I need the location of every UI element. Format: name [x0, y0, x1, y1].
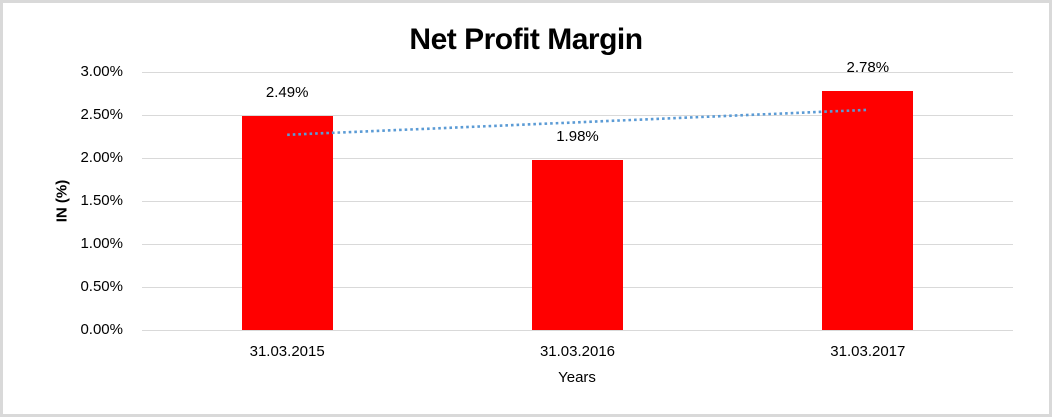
x-axis-title: Years	[558, 369, 596, 386]
x-tick-label: 31.03.2017	[830, 343, 906, 360]
gridline	[142, 71, 1013, 73]
bar-data-label: 2.49%	[265, 83, 309, 101]
y-tick-label: 2.00%	[80, 149, 123, 166]
gridline	[142, 329, 1013, 331]
bar-data-label: 2.78%	[846, 58, 890, 76]
bar	[822, 90, 914, 330]
y-tick-label: 1.50%	[80, 192, 123, 209]
y-tick-label: 3.00%	[80, 63, 123, 80]
y-tick-label: 0.00%	[80, 321, 123, 338]
x-tick-label: 31.03.2016	[539, 343, 616, 360]
y-tick-label: 1.00%	[80, 235, 123, 252]
bar	[241, 115, 333, 330]
y-tick-label: 2.50%	[80, 106, 123, 123]
bar	[532, 159, 623, 330]
gridline	[142, 157, 1013, 159]
bar-data-label: 1.98%	[556, 127, 599, 145]
x-tick-label: 31.03.2015	[249, 343, 325, 360]
y-tick-label: 0.50%	[80, 278, 123, 295]
chart-title: Net Profit Margin	[409, 23, 643, 56]
